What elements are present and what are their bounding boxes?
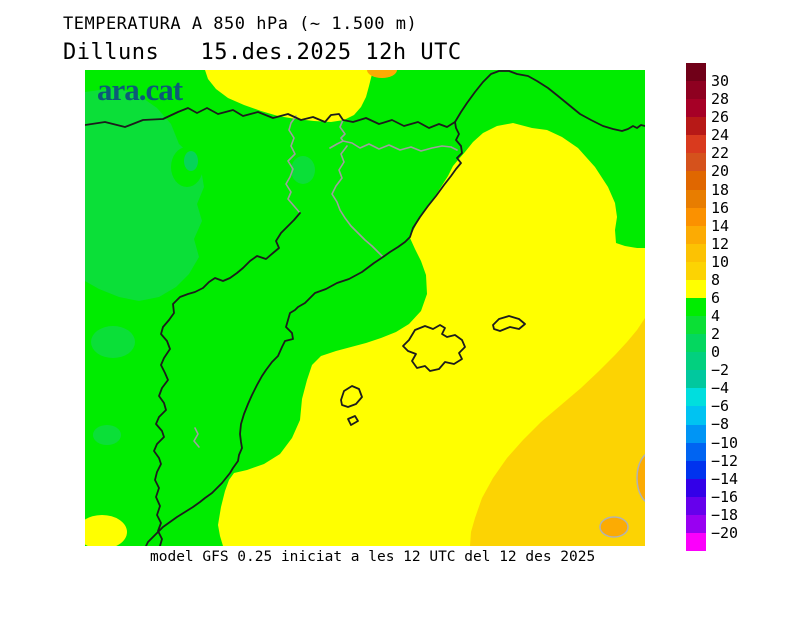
colorbar-segment-10 [686, 243, 706, 262]
colorbar-segment-15 [686, 334, 706, 353]
cold-patch-northwest [85, 88, 204, 301]
colorbar-segment-0 [686, 63, 706, 82]
colorbar-tick-−6: −6 [711, 397, 730, 416]
cold-patch-small-2 [91, 326, 135, 358]
cold-patch-small-1 [291, 156, 315, 184]
colorbar-tick-4: 4 [711, 307, 721, 326]
colorbar-tick-16: 16 [711, 198, 730, 217]
map-svg [85, 70, 645, 546]
colorbar-segment-2 [686, 99, 706, 118]
provincial-border-west [285, 115, 301, 214]
map-date-subtitle: Dilluns 15.des.2025 12h UTC [63, 40, 462, 65]
warm-band-top [205, 70, 373, 122]
provincial-border-link [339, 119, 346, 142]
colorbar-tick-−4: −4 [711, 379, 730, 398]
cold-patch-small-3 [93, 425, 121, 445]
colorbar-segment-1 [686, 81, 706, 100]
colorbar-segment-3 [686, 117, 706, 136]
warm-blob-bottom-right [599, 516, 629, 538]
colorbar-tick-12: 12 [711, 234, 730, 253]
menorca-outline [492, 315, 526, 332]
colorbar-tick-22: 22 [711, 144, 730, 163]
colorbar-segment-4 [686, 135, 706, 154]
model-run-caption: model GFS 0.25 iniciat a les 12 UTC del … [150, 549, 596, 565]
colorbar-segment-14 [686, 316, 706, 335]
french-coastline [454, 70, 645, 132]
colorbar-segment-21 [686, 442, 706, 461]
colorbar-segment-22 [686, 460, 706, 479]
colorbar-segment-5 [686, 153, 706, 172]
mallorca-outline [402, 324, 466, 372]
catalan-valencian-coastline [145, 121, 463, 546]
inland-border-west [153, 212, 301, 546]
colorbar-tick-−2: −2 [711, 361, 730, 380]
warm-blob-right-edge [636, 454, 645, 502]
colorbar-tick-26: 26 [711, 108, 730, 127]
formentera-outline [347, 415, 359, 426]
colorbar-segment-17 [686, 370, 706, 389]
colorbar-segment-20 [686, 424, 706, 443]
provincial-border-south-segment [193, 427, 200, 448]
colorbar-tick-2: 2 [711, 325, 721, 344]
colorbar-tick-−12: −12 [711, 451, 739, 470]
colorbar-segment-25 [686, 514, 706, 534]
pyrenees-border [85, 107, 456, 129]
colorbar-tick-−20: −20 [711, 523, 739, 542]
colorbar-tick-0: 0 [711, 343, 721, 362]
colorbar-tick-18: 18 [711, 180, 730, 199]
colorbar-tick-−16: −16 [711, 487, 739, 506]
provincial-border-central [331, 145, 384, 258]
colorbar-tick-−8: −8 [711, 415, 730, 434]
colorbar-tick-labels: 30 28 26 24 22 20 18 16 14 12 10 8 6 4 2 0 −2 −4 −6 −8 −10 −1… [711, 0, 771, 617]
colorbar-tick-6: 6 [711, 288, 721, 307]
colorbar-segment-13 [686, 298, 706, 317]
warm-blob-top [367, 70, 397, 78]
colorbar-segment-18 [686, 388, 706, 407]
map-title: TEMPERATURA A 850 hPa (~ 1.500 m) [63, 14, 418, 34]
colorbar-segment-11 [686, 261, 706, 280]
colorbar-segment-24 [686, 496, 706, 515]
colorbar-tick-10: 10 [711, 252, 730, 271]
colorbar-tick-−14: −14 [711, 469, 739, 488]
colorbar-tick-14: 14 [711, 216, 730, 235]
colorbar-segment-26 [686, 533, 706, 552]
cold-patch-core [184, 151, 198, 171]
ibiza-outline [340, 385, 363, 408]
colorbar-segment-9 [686, 225, 706, 244]
temperature-map: ara.cat [85, 70, 645, 546]
ara-cat-logo: ara.cat [97, 72, 183, 107]
colorbar-tick-−18: −18 [711, 505, 739, 524]
temperature-colorbar [686, 63, 706, 552]
colorbar-tick-8: 8 [711, 270, 721, 289]
colorbar-segment-23 [686, 478, 706, 497]
colorbar-tick-30: 30 [711, 72, 730, 91]
colorbar-segment-6 [686, 171, 706, 190]
warm-blob-bottom-left [85, 515, 127, 546]
colorbar-segment-16 [686, 352, 706, 371]
gold-region-southeast [470, 318, 645, 546]
colorbar-segment-8 [686, 207, 706, 226]
colorbar-tick-−10: −10 [711, 433, 739, 452]
colorbar-tick-24: 24 [711, 126, 730, 145]
colorbar-segment-19 [686, 406, 706, 425]
colorbar-segment-12 [686, 279, 706, 299]
provincial-border-north [329, 140, 458, 152]
colorbar-segment-7 [686, 189, 706, 208]
colorbar-tick-28: 28 [711, 90, 730, 109]
colorbar-tick-20: 20 [711, 162, 730, 181]
